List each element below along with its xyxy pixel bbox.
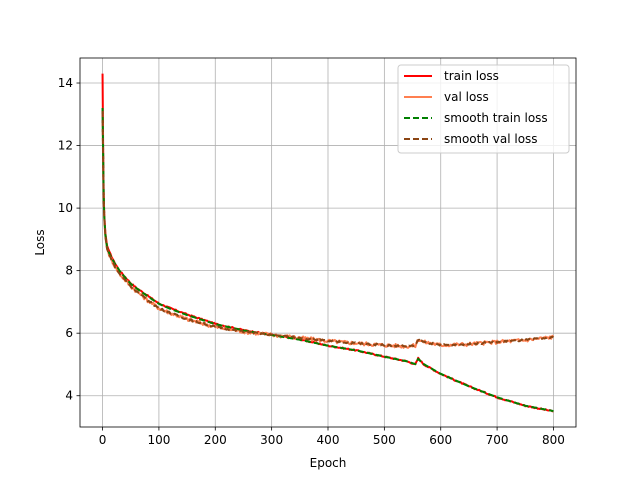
y-tick-label: 4 — [65, 389, 73, 403]
x-tick-label: 700 — [486, 433, 509, 447]
x-tick-label: 0 — [99, 433, 107, 447]
series-line-smooth-train-loss — [101, 108, 554, 413]
x-tick-label: 200 — [204, 433, 227, 447]
y-tick-label: 8 — [65, 264, 73, 278]
legend-label-smooth-val-loss: smooth val loss — [444, 132, 538, 146]
x-tick-label: 500 — [373, 433, 396, 447]
x-tick-label: 800 — [542, 433, 565, 447]
x-tick-label: 600 — [429, 433, 452, 447]
x-tick-label: 300 — [260, 433, 283, 447]
x-axis-label: Epoch — [310, 456, 347, 470]
x-axis-ticks: 0 100 200 300 400 500 600 700 800 — [99, 427, 565, 447]
y-axis-label: Loss — [33, 229, 47, 255]
series-line-smooth-val-loss — [101, 111, 554, 348]
legend: train loss val loss smooth train loss sm… — [397, 64, 570, 154]
y-tick-label: 10 — [58, 201, 73, 215]
grid — [80, 58, 576, 427]
legend-label-val-loss: val loss — [444, 90, 489, 104]
y-axis-ticks: 4 6 8 10 12 14 — [58, 76, 80, 403]
legend-box — [397, 64, 570, 154]
x-tick-label: 100 — [147, 433, 170, 447]
series-layer — [101, 73, 555, 413]
x-tick-label: 400 — [317, 433, 340, 447]
y-tick-label: 6 — [65, 326, 73, 340]
legend-label-train-loss: train loss — [444, 69, 499, 83]
legend-label-smooth-train-loss: smooth train loss — [444, 111, 548, 125]
y-tick-label: 12 — [58, 139, 73, 153]
y-tick-label: 14 — [58, 76, 73, 90]
